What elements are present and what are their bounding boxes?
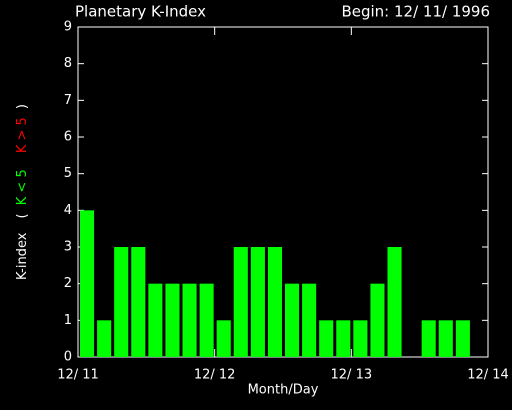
bar — [319, 320, 334, 357]
y-tick-label: 3 — [64, 240, 72, 255]
bar — [336, 320, 351, 357]
bar — [370, 283, 385, 357]
bar — [250, 247, 265, 357]
bar — [285, 283, 300, 357]
y-label-high: K > 5 — [15, 117, 30, 153]
x-tick-label: 12/ 12 — [194, 368, 236, 383]
bar — [267, 247, 282, 357]
bar — [387, 247, 402, 357]
y-label-close: ) — [15, 104, 30, 109]
plot-frame — [77, 26, 489, 358]
bar — [199, 283, 214, 357]
y-tick-label: 9 — [64, 20, 72, 35]
bar — [182, 283, 197, 357]
bar — [114, 247, 129, 357]
y-label-open: ( — [15, 213, 30, 218]
y-axis-label: K-index ( K < 5 K > 5 ) — [15, 104, 30, 280]
y-tick-label: 7 — [64, 93, 72, 108]
y-label-low: K < 5 — [15, 169, 30, 205]
bar — [97, 320, 112, 357]
y-tick-label: 8 — [64, 56, 72, 71]
y-tick-label: 4 — [64, 203, 72, 218]
x-tick-label: 12/ 13 — [331, 368, 373, 383]
bar — [216, 320, 231, 357]
bar — [438, 320, 453, 357]
chart-subtitle: Begin: 12/ 11/ 1996 — [341, 3, 490, 21]
x-tick-label: 12/ 11 — [57, 368, 99, 383]
x-axis-label: Month/Day — [248, 383, 319, 398]
y-tick-label: 5 — [64, 166, 72, 181]
y-tick-label: 2 — [64, 276, 72, 291]
y-label-text: K-index — [15, 232, 30, 280]
bar — [353, 320, 368, 357]
bar — [233, 247, 248, 357]
y-tick-label: 0 — [64, 350, 72, 365]
chart-title: Planetary K-Index — [75, 3, 206, 21]
y-tick-label: 1 — [64, 313, 72, 328]
bar — [455, 320, 470, 357]
bar — [302, 283, 317, 357]
bar — [421, 320, 436, 357]
x-tick-label: 12/ 14 — [467, 368, 509, 383]
y-tick-label: 6 — [64, 130, 72, 145]
bar — [80, 210, 95, 357]
bar — [148, 283, 163, 357]
bar — [165, 283, 180, 357]
bar — [131, 247, 146, 357]
